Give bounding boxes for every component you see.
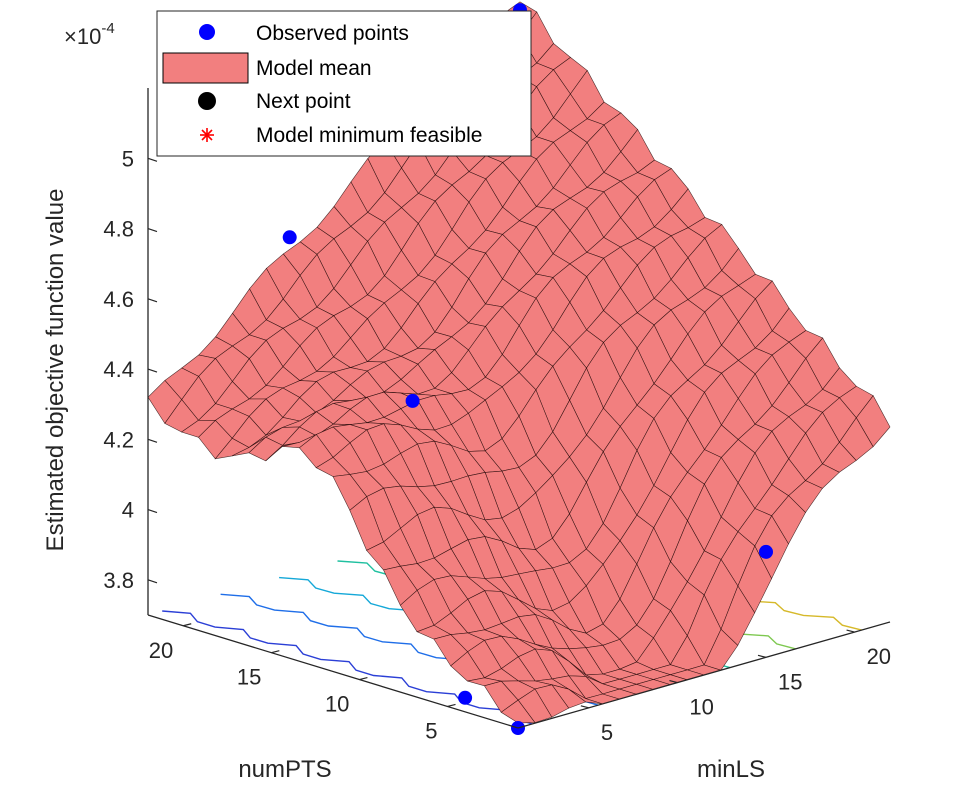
z-tick-label: 4.2: [103, 427, 134, 452]
observed-point: [282, 230, 297, 245]
x-tick-label: 5: [425, 718, 437, 743]
z-tick-mark: [147, 579, 158, 584]
legend-box: [156, 10, 532, 157]
legend-observed-label: Observed points: [256, 22, 409, 45]
y-tick-label: 10: [689, 695, 713, 720]
observed-point: [405, 393, 420, 408]
x-tick-mark: [447, 703, 456, 708]
x-ticks: 5 10 15 20: [149, 623, 456, 743]
z-tick-mark: [147, 368, 158, 373]
observed-point: [458, 690, 473, 705]
z-tick-label: 3.8: [103, 568, 134, 593]
z-ticks: 3.8 4 4.2 4.4 4.6 4.8 5: [103, 146, 158, 593]
y-axis-label: minLS: [697, 756, 765, 783]
y-tick-mark: [669, 679, 678, 684]
contour-line: [162, 610, 533, 725]
legend-observed-marker: [199, 24, 215, 40]
legend-next-point-label: Next point: [256, 90, 351, 113]
z-tick-label: 5: [122, 146, 134, 171]
x-tick-label: 15: [237, 665, 261, 690]
legend: Observed points Model mean Next point Mo…: [156, 10, 532, 157]
x-tick-mark: [359, 676, 368, 681]
y-tick-mark: [757, 654, 767, 658]
y-tick-label: 20: [867, 644, 891, 669]
y-tick-label: 15: [778, 669, 802, 694]
legend-model-mean-label: Model mean: [256, 57, 372, 80]
legend-next-point-marker: [198, 92, 216, 110]
legend-model-mean-patch: [162, 52, 249, 84]
y-ticks: 5 10 15 20: [580, 629, 891, 745]
y-tick-mark: [846, 629, 855, 633]
z-tick-label: 4.6: [103, 287, 134, 312]
x-tick-label: 10: [325, 692, 349, 717]
z-tick-mark: [147, 227, 158, 233]
y-tick-mark: [580, 705, 590, 709]
z-tick-mark: [147, 509, 158, 514]
y-axis-line: [517, 621, 891, 729]
x-axis-label: numPTS: [238, 756, 331, 783]
z-tick-mark: [147, 298, 158, 303]
x-tick-label: 20: [149, 638, 173, 663]
z-tick-label: 4: [122, 498, 134, 523]
legend-min-feasible-label: Model minimum feasible: [256, 124, 482, 147]
z-exponent-label: ×10-4: [64, 20, 115, 49]
y-tick-label: 5: [601, 720, 613, 745]
z-tick-label: 4.4: [103, 357, 134, 382]
z-tick-label: 4.8: [103, 217, 134, 242]
x-tick-mark: [183, 623, 192, 627]
z-tick-mark: [147, 438, 158, 443]
legend-min-feasible-marker: [200, 128, 214, 142]
surface-patch: [500, 699, 536, 724]
z-axis-label: Estimated objective function value: [42, 189, 69, 552]
x-axis-line: [147, 614, 519, 729]
z-tick-mark: [147, 157, 158, 162]
observed-point: [759, 544, 773, 559]
x-tick-mark: [271, 650, 280, 654]
